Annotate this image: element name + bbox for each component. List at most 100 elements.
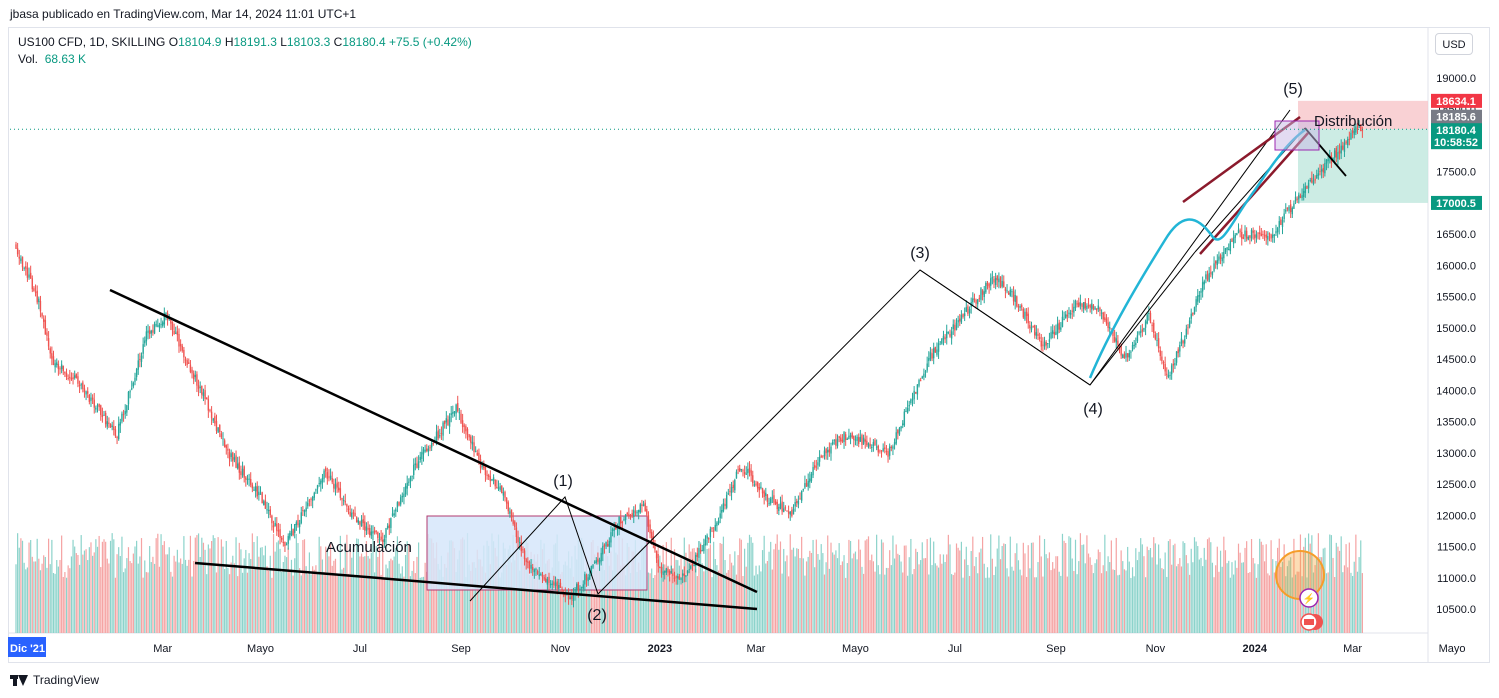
volume-bar: [1233, 574, 1235, 633]
volume-bar: [1039, 535, 1041, 633]
candle-body: [175, 332, 177, 334]
candle-body: [928, 358, 930, 362]
volume-bar: [802, 558, 804, 633]
us-flag-stripes: [1304, 619, 1314, 625]
volume-bar: [481, 566, 483, 633]
candle-body: [140, 355, 143, 362]
candle-body: [577, 582, 580, 591]
candle-body: [528, 561, 531, 569]
volume-bar: [1042, 576, 1044, 633]
volume-bar: [1065, 543, 1067, 633]
candle-body: [1001, 280, 1003, 287]
volume-bar: [1267, 573, 1269, 633]
volume-bar: [942, 554, 945, 633]
volume-bar: [781, 573, 783, 633]
candle-body: [905, 410, 907, 412]
y-tick-label: 12000.0: [1436, 510, 1476, 522]
candle-body: [574, 588, 576, 595]
volume-bar: [537, 554, 539, 633]
volume-bar: [872, 561, 874, 633]
volume-bar: [341, 569, 343, 633]
candle-body: [1037, 333, 1039, 336]
candle-body: [360, 519, 363, 527]
candle-body: [457, 403, 459, 412]
candle-body: [509, 511, 511, 514]
candle-body: [538, 574, 540, 577]
volume-bar: [388, 560, 390, 633]
candle-body: [354, 512, 356, 517]
volume-bar: [996, 548, 998, 633]
candle-body: [403, 493, 405, 498]
candle-body: [827, 450, 829, 453]
candle-body: [659, 566, 661, 568]
candle-body: [142, 344, 144, 354]
volume-bar: [57, 566, 59, 633]
volume-bar: [1045, 554, 1047, 633]
candle-body: [300, 512, 302, 524]
volume-bar: [690, 551, 692, 633]
candle-body: [1027, 313, 1029, 324]
candle-body: [1242, 237, 1245, 239]
candle-body: [228, 452, 231, 460]
candle-body: [735, 471, 738, 479]
candle-body: [294, 524, 296, 533]
candle-body: [254, 486, 257, 492]
lightning-event-icon[interactable]: [1299, 588, 1319, 608]
candle-body: [248, 478, 250, 480]
event-marker-icon[interactable]: [1275, 550, 1325, 600]
candle-body: [838, 436, 840, 439]
volume-bar: [698, 564, 700, 633]
volume-bar: [184, 559, 187, 633]
volume-bar: [1355, 534, 1357, 633]
volume-bar: [664, 564, 666, 633]
candle-body: [833, 440, 835, 442]
candle-body: [455, 404, 457, 414]
volume-bar: [1206, 539, 1209, 633]
volume-bar: [791, 549, 793, 633]
volume-bar: [468, 564, 470, 633]
candle-body: [1303, 190, 1305, 198]
volume-bar: [142, 577, 144, 633]
candle-body: [836, 438, 839, 447]
low-label: L: [280, 35, 287, 49]
candle-body: [60, 364, 63, 370]
volume-bar: [704, 534, 707, 633]
candle-body: [331, 478, 333, 483]
candle-body: [1092, 305, 1095, 309]
volume-bar: [103, 539, 105, 633]
volume-bar: [455, 572, 457, 633]
volume-bar: [121, 536, 123, 633]
volume-bar: [1190, 548, 1192, 633]
volume-bar: [228, 574, 231, 633]
candle-body: [196, 374, 198, 386]
current-price-badge-bg: [1431, 123, 1482, 150]
candle-body: [937, 343, 940, 352]
candle-body: [712, 530, 715, 532]
candle-body: [727, 493, 730, 495]
volume-bar: [113, 539, 115, 633]
candle-body: [1146, 314, 1148, 324]
candle-body: [523, 550, 526, 560]
candle-body: [219, 424, 221, 432]
volume-bar: [714, 559, 716, 633]
candle-body: [1126, 353, 1129, 358]
candle-body: [468, 434, 470, 438]
volume-bar: [673, 549, 676, 633]
candle-body: [536, 571, 539, 574]
volume-bar: [328, 556, 330, 633]
symbol-title[interactable]: US100 CFD, 1D, SKILLING: [18, 35, 166, 49]
volume-bar: [761, 550, 764, 633]
candle-body: [797, 500, 800, 505]
candle-body: [926, 363, 928, 371]
candle-body: [884, 447, 886, 450]
candle-body: [287, 536, 289, 544]
candle-body: [854, 439, 857, 441]
volume-bar: [1133, 576, 1135, 633]
currency-button[interactable]: USD: [1435, 33, 1473, 55]
candle-body: [869, 443, 871, 447]
volume-bar: [876, 534, 878, 633]
candle-body: [113, 426, 115, 430]
volume-bar: [1034, 577, 1036, 633]
candle-body: [559, 582, 562, 588]
